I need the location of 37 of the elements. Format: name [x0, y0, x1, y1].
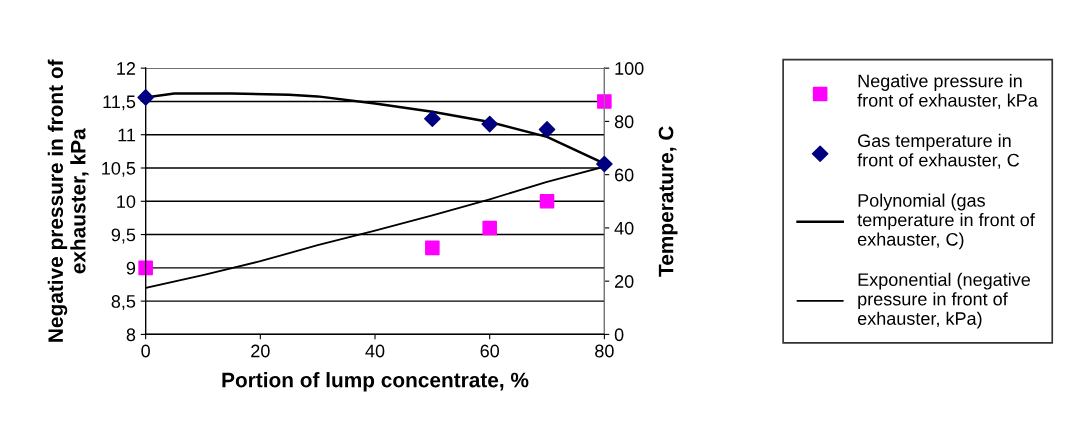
- y-tick-label: 8: [126, 328, 136, 342]
- y2-tick-label: 100: [615, 62, 644, 75]
- point: [425, 240, 440, 256]
- legend-label: Polynomial (gas temperature in front of exhauster, C): [857, 193, 1035, 250]
- x-tick-label: 20: [251, 344, 270, 358]
- y-tick-label: 9: [126, 261, 136, 275]
- x-tick-label: 60: [480, 344, 500, 358]
- x-axis-title: Portion of lump concentrate, %: [222, 372, 529, 392]
- y-tick-label: 11,5: [103, 95, 136, 111]
- x-tick-label: 0: [141, 344, 150, 358]
- y-tick-label: 9,5: [111, 228, 136, 244]
- point: [138, 260, 153, 276]
- x-tick-label: 80: [595, 344, 614, 358]
- legend-label: Exponential (negative pressure in front of exhauster, kPa): [857, 272, 1030, 329]
- point: [596, 155, 613, 173]
- y-tick-label: 10,5: [102, 161, 136, 177]
- y-tick-label: 10: [117, 195, 136, 209]
- y-tick-label: 11: [118, 128, 136, 142]
- point: [482, 220, 497, 236]
- point: [481, 115, 498, 133]
- point: [424, 110, 441, 128]
- y2-axis-title: Temperature, C: [658, 126, 678, 277]
- point: [538, 121, 556, 138]
- y2-tick-label: 60: [615, 168, 634, 182]
- x-tick-label: 40: [365, 344, 385, 358]
- legend-label: Gas temperature in front of exhauster, C: [857, 133, 1020, 169]
- y2-tick-label: 0: [614, 328, 624, 342]
- y2-tick-label: 20: [615, 275, 634, 288]
- y-tick-label: 8,5: [111, 295, 136, 310]
- point: [597, 94, 612, 109]
- y2-tick-label: 80: [614, 115, 634, 129]
- point: [137, 89, 154, 106]
- y2-tick-label: 40: [614, 221, 634, 235]
- y-tick-label: 12: [117, 62, 136, 75]
- y-axis-title: Negative pressure in front of exhauster, kPa: [47, 59, 89, 342]
- point: [539, 194, 555, 209]
- legend-label: Negative pressure in front of exhauster, kPa: [857, 74, 1038, 109]
